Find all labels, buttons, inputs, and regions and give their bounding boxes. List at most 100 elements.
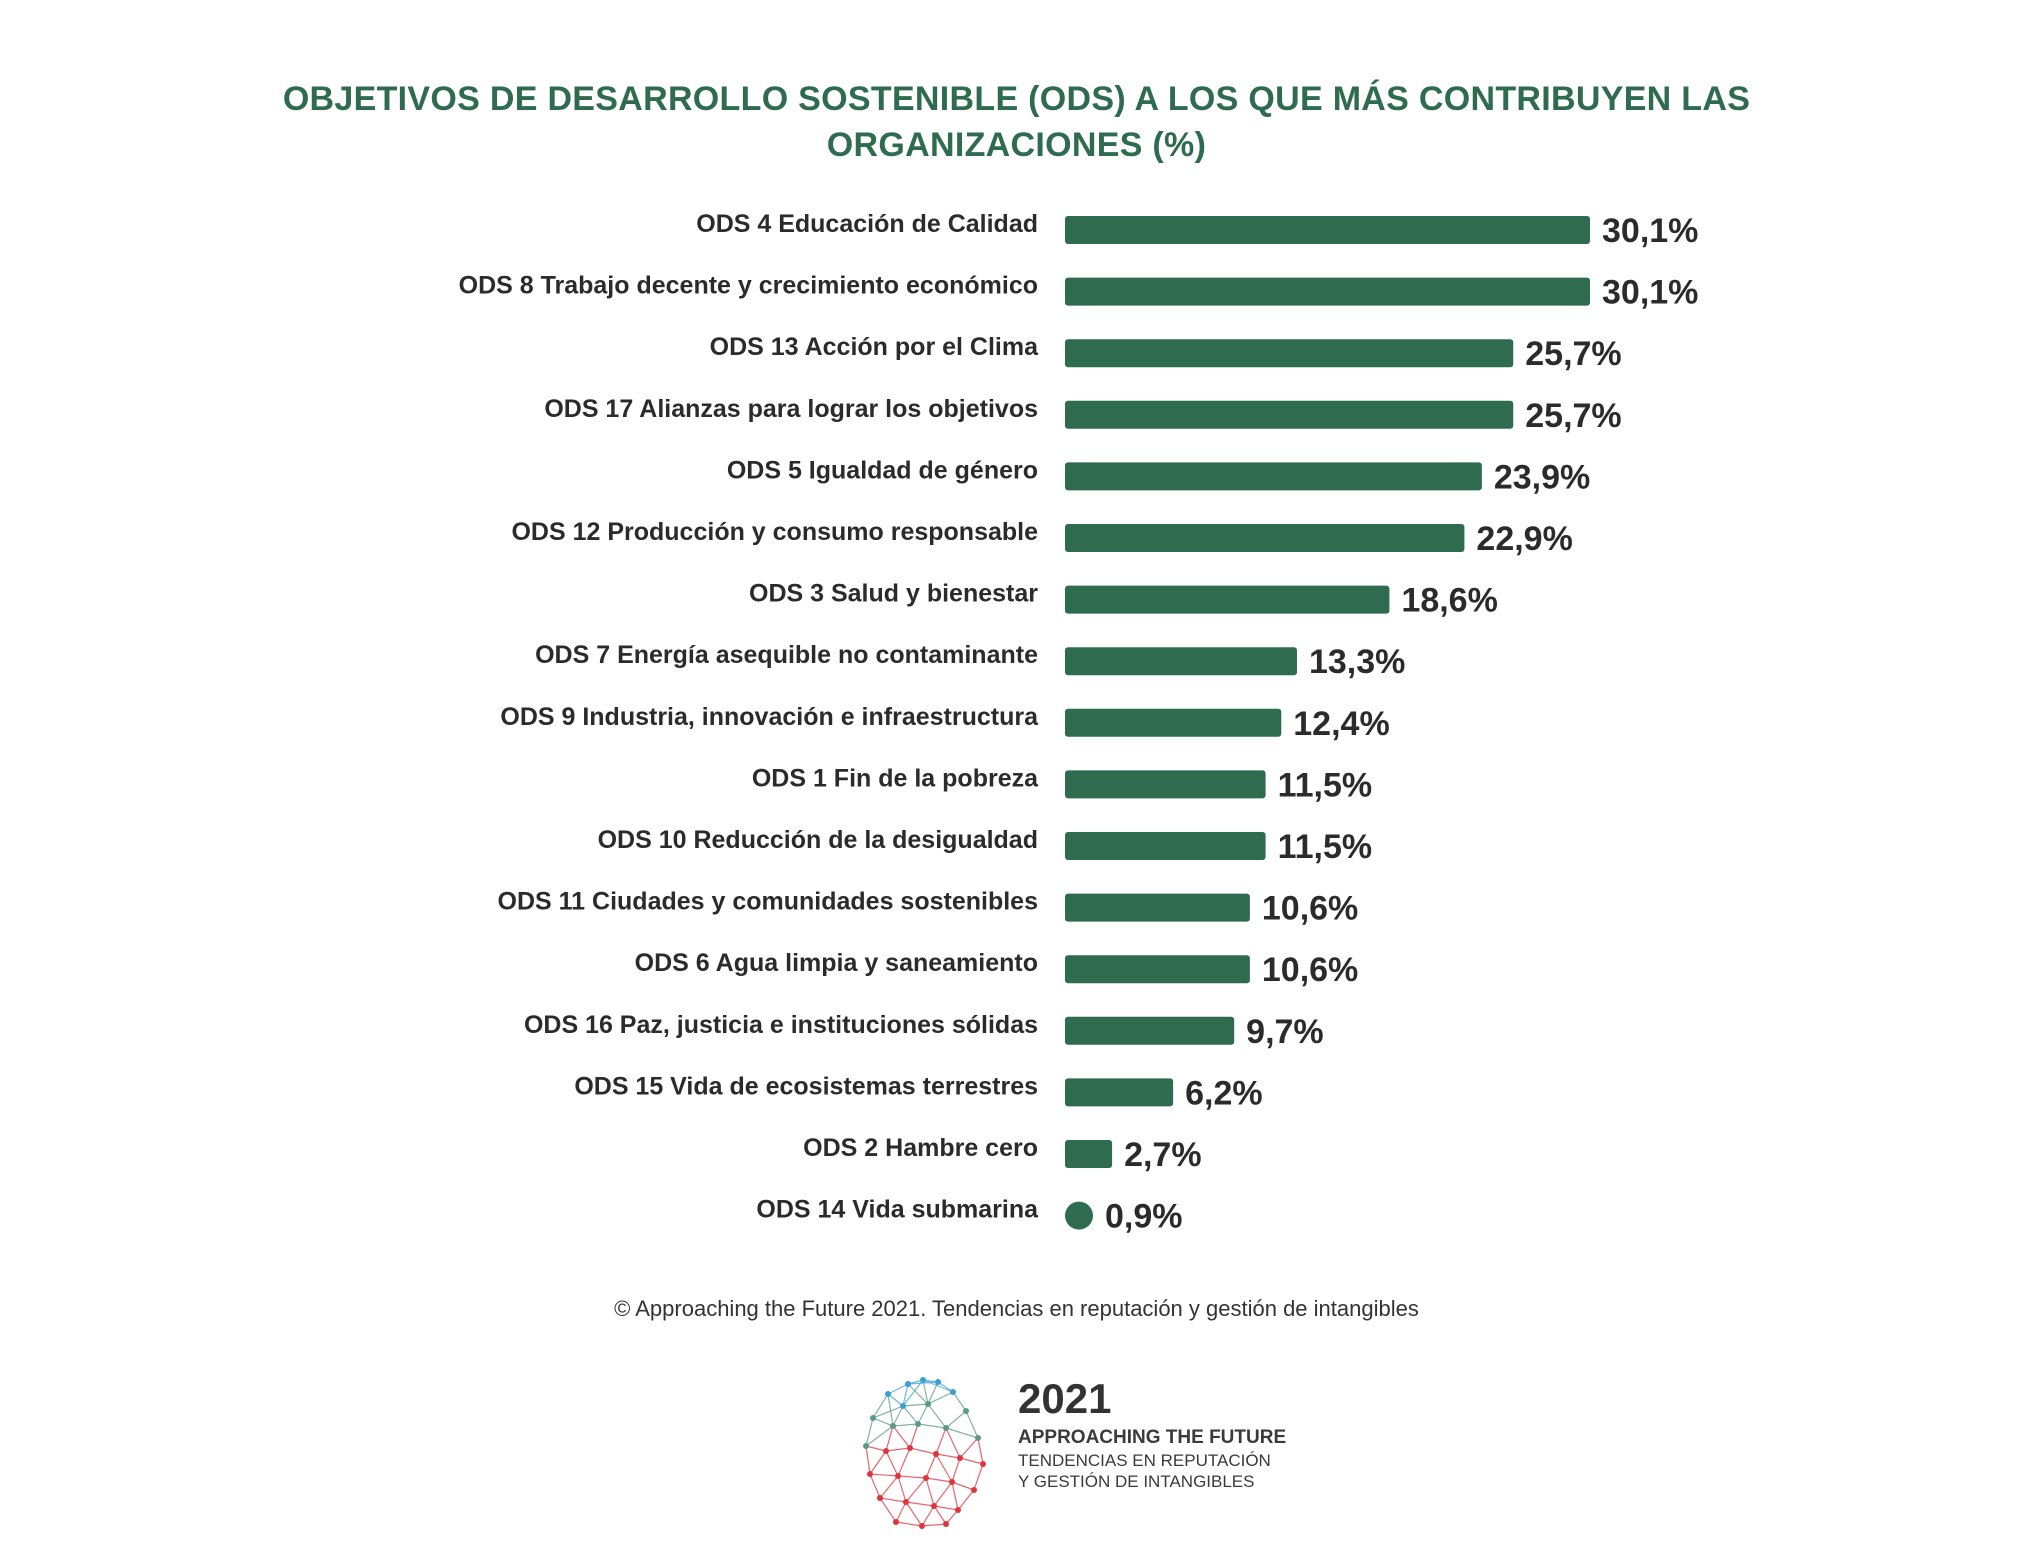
bar-10 xyxy=(1065,770,1266,799)
logo-node-21 xyxy=(923,1475,929,1481)
bar-8 xyxy=(1065,647,1297,676)
value-label-8: 13,3% xyxy=(1309,643,1405,681)
logo-link-49 xyxy=(973,1463,984,1491)
logo-link-55 xyxy=(925,1477,953,1483)
logo-link-8 xyxy=(922,1379,929,1405)
logo-node-13 xyxy=(975,1435,981,1441)
logo-link-58 xyxy=(951,1481,975,1491)
bar-17 xyxy=(1065,1201,1093,1230)
category-label-5: ODS 5 Igualdad de género xyxy=(727,456,1038,484)
logo-link-53 xyxy=(879,1475,899,1499)
logo-link-33 xyxy=(935,1427,947,1455)
logo-link-40 xyxy=(869,1450,887,1475)
bar-11 xyxy=(1065,832,1266,860)
logo-link-57 xyxy=(925,1477,935,1507)
category-label-9: ODS 9 Industria, innovación e infraestru… xyxy=(500,703,1039,731)
logo-node-25 xyxy=(903,1499,909,1505)
logo-node-18 xyxy=(980,1461,986,1467)
logo-node-10 xyxy=(915,1421,921,1427)
category-label-6: ODS 12 Producción y consumo responsable xyxy=(511,518,1038,546)
logo-link-31 xyxy=(909,1423,919,1449)
logo-link-10 xyxy=(927,1381,939,1405)
category-label-7: ODS 3 Salud y bienestar xyxy=(749,580,1038,608)
logo-node-6 xyxy=(870,1415,876,1421)
logo-link-4 xyxy=(907,1383,929,1405)
logo-link-6 xyxy=(922,1379,954,1393)
value-label-17: 0,9% xyxy=(1105,1198,1183,1236)
logo-link-41 xyxy=(885,1450,899,1477)
logo-node-4 xyxy=(950,1389,956,1395)
logo-link-66 xyxy=(905,1501,923,1527)
logo-link-50 xyxy=(869,1473,899,1477)
logo-link-71 xyxy=(895,1521,923,1527)
logo-node-29 xyxy=(919,1523,925,1529)
logo-link-67 xyxy=(933,1505,959,1511)
logo-node-19 xyxy=(867,1471,873,1477)
logo-link-51 xyxy=(869,1473,881,1499)
category-label-10: ODS 1 Fin de la pobreza xyxy=(752,764,1039,792)
value-label-3: 25,7% xyxy=(1525,335,1621,373)
logo-link-17 xyxy=(902,1403,929,1407)
logo-link-72 xyxy=(921,1523,947,1527)
value-label-12: 10,6% xyxy=(1262,890,1358,928)
logo-link-9 xyxy=(937,1381,954,1393)
value-label-15: 6,2% xyxy=(1185,1074,1263,1112)
logo-link-48 xyxy=(951,1457,961,1483)
logo-link-63 xyxy=(879,1497,897,1523)
category-label-8: ODS 7 Energía asequible no contaminante xyxy=(535,641,1038,669)
logo-year: 2021 xyxy=(1018,1375,1112,1422)
logo-link-54 xyxy=(897,1475,907,1503)
value-label-13: 10,6% xyxy=(1262,951,1358,989)
bar-chart: ODS 4 Educación de Calidad 30,1% ODS 8 Tra… xyxy=(459,210,1699,1236)
logo-link-7 xyxy=(902,1379,924,1407)
logo-link-34 xyxy=(945,1427,961,1459)
logo-link-46 xyxy=(935,1453,953,1483)
logo-link-44 xyxy=(935,1453,961,1459)
chart-title-line-2: ORGANIZACIONES (%) xyxy=(826,126,1207,164)
logo-node-28 xyxy=(893,1519,899,1525)
logo-link-23 xyxy=(927,1403,947,1429)
bar-2 xyxy=(1065,277,1590,306)
logo-link-15 xyxy=(952,1391,967,1412)
logo-node-23 xyxy=(971,1487,977,1493)
logo-link-60 xyxy=(951,1481,959,1511)
value-label-6: 22,9% xyxy=(1476,520,1572,558)
logo-link-45 xyxy=(925,1453,937,1479)
category-label-15: ODS 15 Vida de ecosistemas terrestres xyxy=(574,1072,1038,1100)
bar-9 xyxy=(1065,708,1282,737)
logo-node-20 xyxy=(895,1473,901,1479)
bar-16 xyxy=(1065,1140,1113,1168)
logo-node-27 xyxy=(955,1507,961,1513)
category-label-11: ODS 10 Reducción de la desigualdad xyxy=(598,826,1038,854)
logo-link-13 xyxy=(887,1393,894,1427)
logo-link-3 xyxy=(902,1383,909,1407)
logo-link-2 xyxy=(887,1383,909,1395)
logo-link-39 xyxy=(885,1447,911,1452)
value-label-11: 11,5% xyxy=(1278,828,1373,866)
logo-link-12 xyxy=(872,1393,889,1419)
logo-node-24 xyxy=(877,1495,883,1501)
logo-link-47 xyxy=(959,1457,984,1465)
logo-node-22 xyxy=(949,1479,955,1485)
network-globe-icon xyxy=(863,1377,986,1529)
logo-node-11 xyxy=(943,1425,949,1431)
value-label-2: 30,1% xyxy=(1602,274,1698,312)
bar-3 xyxy=(1065,339,1514,368)
bar-5 xyxy=(1065,462,1482,491)
logo-link-68 xyxy=(921,1505,935,1527)
logo-node-8 xyxy=(963,1408,969,1414)
bar-1 xyxy=(1065,216,1590,244)
logo-link-59 xyxy=(933,1481,953,1507)
chart-title-line-1: OBJETIVOS DE DESARROLLO SOSTENIBLE (ODS)… xyxy=(282,80,1751,118)
logo-link-35 xyxy=(865,1445,887,1452)
bar-13 xyxy=(1065,955,1250,984)
logo-link-16 xyxy=(872,1405,904,1419)
logo-link-19 xyxy=(902,1405,919,1425)
logo-link-11 xyxy=(887,1393,904,1407)
logo-node-17 xyxy=(957,1455,963,1461)
logo-link-65 xyxy=(895,1501,907,1523)
value-label-4: 25,7% xyxy=(1525,397,1621,435)
logo-node-3 xyxy=(885,1391,891,1397)
value-label-7: 18,6% xyxy=(1401,582,1497,620)
logo-node-15 xyxy=(907,1445,913,1451)
